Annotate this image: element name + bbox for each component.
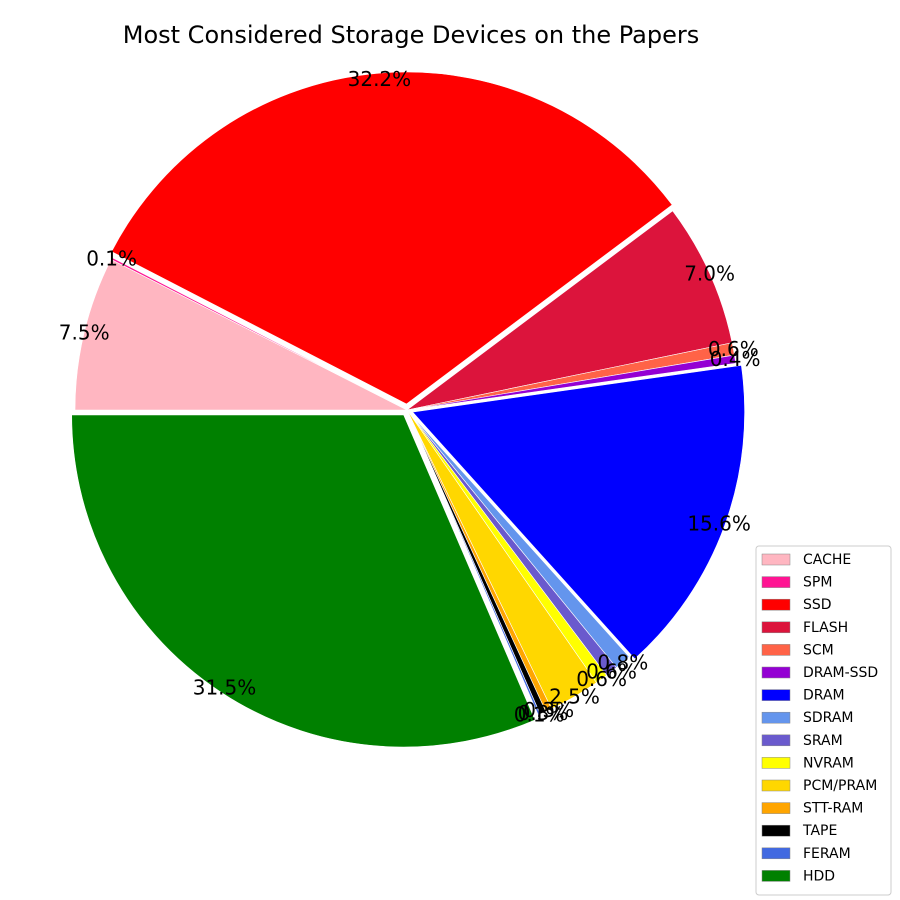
legend-label-dram: DRAM (803, 688, 845, 704)
legend-swatch-tape (761, 824, 791, 837)
pie-label-tape: 0.3% (518, 701, 569, 725)
legend-label-spm: SPM (803, 575, 832, 591)
legend-swatch-pcm-pram (761, 779, 791, 792)
legend-swatch-dram-ssd (761, 666, 791, 679)
pie-label-nvram: 0.6% (576, 667, 627, 691)
legend-label-sram: SRAM (803, 733, 843, 749)
pie-slice-feram (406, 409, 541, 716)
legend-label-scm: SCM (803, 642, 834, 658)
pie-slice-flash (406, 210, 733, 411)
pie-slice-dram-ssd (406, 354, 737, 411)
pie-slices (71, 71, 745, 748)
pie-label-feram: 0.1% (514, 703, 565, 727)
pie-label-flash: 7.0% (684, 262, 735, 286)
pie-slice-spm (110, 257, 408, 411)
pie-label-sdram: 0.8% (597, 650, 648, 674)
legend-swatch-stt-ram (761, 802, 791, 814)
legend-label-tape: TAPE (802, 823, 837, 839)
legend-swatch-nvram (761, 757, 791, 769)
pie-label-dram-ssd: 0.4% (710, 347, 761, 371)
legend: CACHE SPM SSD FLASH SCM DRAM-SSD DRAM SDRAM SRAM… (755, 545, 892, 896)
pie-slice-hdd (71, 414, 536, 748)
legend-swatch-cache (761, 553, 791, 566)
legend-label-pcm-pram: PCM/PRAM (803, 778, 877, 794)
legend-swatch-scm (761, 644, 791, 656)
legend-label-stt-ram: STT-RAM (803, 801, 863, 817)
legend-label-dram-ssd: DRAM-SSD (803, 665, 878, 681)
pie-label-hdd: 31.5% (193, 675, 257, 699)
legend-swatch-ssd (761, 598, 791, 611)
pie-label-cache: 7.5% (59, 321, 110, 345)
chart-title: Most Considered Storage Devices on the P… (123, 21, 699, 49)
pie-label-spm: 0.1% (86, 247, 137, 271)
pie-slice-dram (412, 364, 745, 660)
legend-swatch-flash (761, 621, 791, 634)
legend-label-flash: FLASH (803, 620, 848, 636)
legend-swatch-sram (761, 734, 791, 747)
legend-swatch-dram (761, 689, 791, 701)
pie-label-sram: 0.6% (586, 660, 637, 684)
legend-label-nvram: NVRAM (803, 755, 854, 771)
pie-label-pcm-pram: 2.5% (549, 685, 600, 709)
legend-label-feram: FERAM (803, 846, 851, 862)
pie-slice-cache (74, 259, 408, 411)
legend-swatch-feram (761, 847, 791, 860)
legend-swatch-spm (761, 576, 791, 588)
pie-labels: 7.5%0.1%32.2%7.0%0.6%0.4%15.6%0.8%0.6%0.… (59, 67, 761, 726)
legend-swatch-sdram (761, 711, 791, 724)
legend-label-cache: CACHE (803, 552, 851, 568)
pie-label-dram: 15.6% (687, 511, 751, 535)
pie-label-scm: 0.6% (708, 337, 759, 361)
legend-label-sdram: SDRAM (803, 710, 853, 726)
legend-swatch-hdd (761, 870, 791, 882)
pie-label-ssd: 32.2% (348, 67, 412, 91)
legend-label-hdd: HDD (803, 868, 835, 884)
legend-label-ssd: SSD (803, 597, 832, 613)
pie-label-stt-ram: 0.3% (523, 698, 574, 722)
pie-slice-ssd (111, 71, 673, 405)
